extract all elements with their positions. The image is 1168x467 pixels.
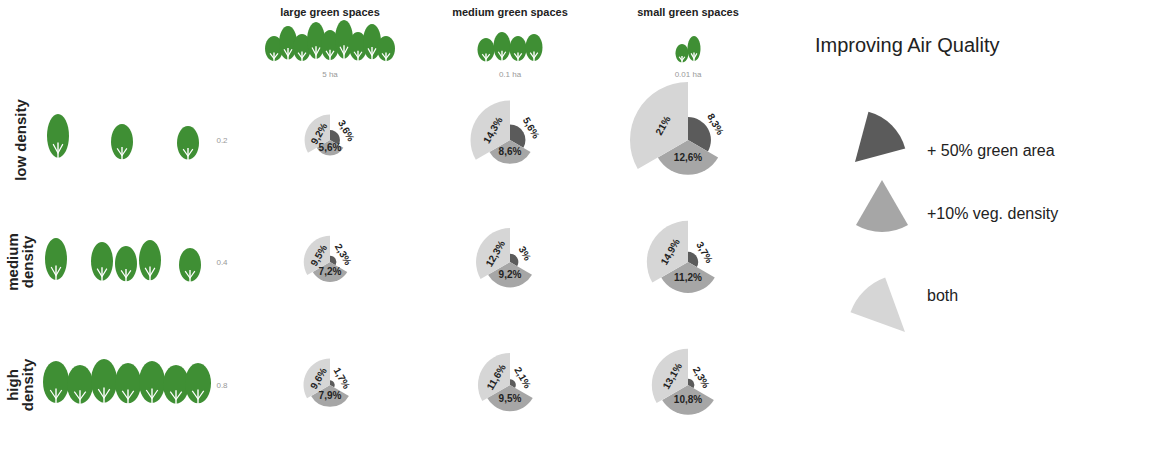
svg-text:large green spaces: large green spaces bbox=[280, 6, 380, 18]
svg-text:medium green spaces: medium green spaces bbox=[452, 6, 568, 18]
svg-text:7,9%: 7,9% bbox=[319, 390, 342, 401]
svg-text:0.01 ha: 0.01 ha bbox=[675, 70, 702, 79]
svg-text:12,6%: 12,6% bbox=[674, 152, 702, 163]
svg-text:high: high bbox=[4, 369, 21, 401]
svg-text:9,6%: 9,6% bbox=[308, 366, 329, 391]
svg-text:small green spaces: small green spaces bbox=[637, 6, 739, 18]
svg-text:medium: medium bbox=[4, 233, 21, 291]
svg-text:21%: 21% bbox=[653, 114, 673, 137]
svg-text:13,1%: 13,1% bbox=[660, 361, 684, 391]
svg-text:9,2%: 9,2% bbox=[499, 269, 522, 280]
svg-text:3,7%: 3,7% bbox=[694, 240, 715, 265]
svg-text:0.2: 0.2 bbox=[216, 136, 228, 145]
svg-text:9,5%: 9,5% bbox=[308, 243, 329, 268]
svg-text:+ 50% green area: + 50% green area bbox=[927, 142, 1055, 159]
svg-text:14,3%: 14,3% bbox=[481, 115, 505, 145]
svg-text:3%: 3% bbox=[517, 244, 534, 262]
svg-text:10,8%: 10,8% bbox=[674, 394, 702, 405]
svg-text:0.1 ha: 0.1 ha bbox=[499, 70, 522, 79]
svg-text:both: both bbox=[927, 287, 958, 304]
svg-text:5,6%: 5,6% bbox=[319, 142, 342, 153]
svg-text:7,2%: 7,2% bbox=[319, 266, 342, 277]
svg-text:5 ha: 5 ha bbox=[322, 70, 338, 79]
svg-text:0.8: 0.8 bbox=[216, 381, 228, 390]
svg-text:12,3%: 12,3% bbox=[483, 238, 507, 268]
svg-text:density: density bbox=[19, 235, 36, 288]
svg-text:2,3%: 2,3% bbox=[333, 242, 354, 267]
svg-text:5,6%: 5,6% bbox=[521, 115, 542, 140]
svg-text:8,6%: 8,6% bbox=[499, 146, 522, 157]
svg-text:+10% veg. density: +10% veg. density bbox=[927, 205, 1058, 222]
svg-text:low density: low density bbox=[12, 99, 29, 181]
svg-text:11,6%: 11,6% bbox=[484, 362, 507, 392]
svg-text:14,9%: 14,9% bbox=[658, 237, 682, 267]
svg-text:9,5%: 9,5% bbox=[499, 393, 522, 404]
svg-text:8,3%: 8,3% bbox=[705, 111, 726, 136]
svg-text:2,1%: 2,1% bbox=[512, 365, 533, 390]
svg-text:9,2%: 9,2% bbox=[309, 121, 330, 146]
svg-text:1,7%: 1,7% bbox=[331, 366, 352, 391]
svg-text:3,6%: 3,6% bbox=[336, 118, 357, 143]
svg-text:0.4: 0.4 bbox=[216, 258, 228, 267]
svg-text:density: density bbox=[19, 358, 36, 411]
svg-text:Improving Air Quality: Improving Air Quality bbox=[815, 34, 1000, 56]
svg-text:11,2%: 11,2% bbox=[674, 272, 702, 283]
svg-text:2,3%: 2,3% bbox=[691, 365, 712, 390]
